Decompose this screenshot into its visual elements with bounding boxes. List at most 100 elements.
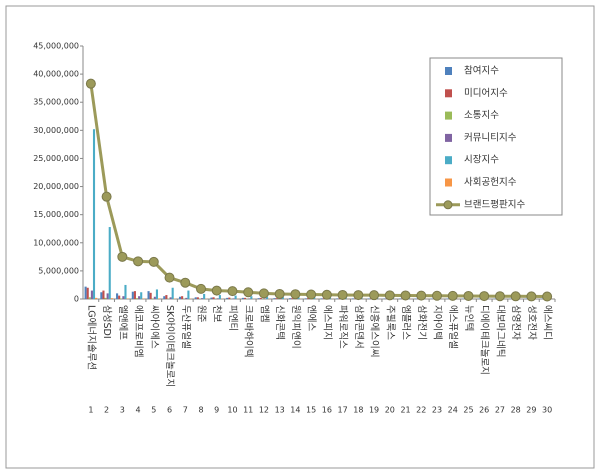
x-tick-label: 삼성SDI [101, 305, 112, 339]
line-marker [227, 286, 238, 297]
legend-swatch [445, 67, 452, 75]
x-tick-label: 대보마그네틱 [494, 305, 506, 357]
x-tick-label: 엠켐 [258, 305, 270, 322]
x-tick-label: 엠플러스 [400, 305, 412, 340]
x-tick-label: 에스씨디 [542, 305, 553, 340]
bar [210, 297, 213, 299]
rank-label: 4 [136, 406, 141, 415]
rank-label: 30 [542, 406, 552, 415]
rank-label: 16 [322, 406, 332, 415]
line-marker [85, 78, 96, 89]
rank-label: 3 [120, 406, 125, 415]
rank-label: 13 [275, 406, 285, 415]
legend-label: 미디어지수 [464, 88, 508, 99]
bar [155, 289, 158, 299]
bar [275, 298, 278, 299]
rank-label: 15 [306, 406, 316, 415]
bar [135, 298, 139, 299]
bar [446, 298, 449, 299]
bar [88, 297, 91, 299]
bar [163, 296, 166, 299]
rank-label: 24 [448, 406, 458, 415]
bar [352, 298, 355, 299]
y-tick-label: 5,000,000 [38, 266, 79, 275]
bar [120, 298, 123, 299]
bar [100, 292, 103, 299]
line-marker [243, 287, 254, 298]
rank-label: 21 [400, 406, 410, 415]
bar [171, 287, 174, 299]
legend-label: 시장지수 [464, 155, 499, 166]
x-tick-label: 디에이테크놀로지 [479, 305, 490, 375]
legend-swatch [445, 89, 452, 98]
bar [304, 298, 307, 299]
legend-label: 사회공헌지수 [464, 177, 517, 188]
bar [399, 298, 402, 299]
line-marker [369, 290, 380, 301]
bar [212, 297, 215, 299]
rank-label: 5 [151, 406, 156, 415]
bar [234, 295, 237, 299]
bar [95, 297, 98, 299]
line-marker [384, 290, 395, 301]
x-tick-label: 신흥에스이씨 [369, 305, 381, 357]
bar [281, 297, 284, 299]
y-tick-label: 30,000,000 [33, 126, 79, 135]
bar [226, 297, 229, 299]
bar [138, 296, 141, 299]
y-tick-label: 15,000,000 [33, 210, 79, 219]
line-marker [101, 191, 112, 202]
rank-label: 26 [479, 406, 489, 415]
line-marker [416, 290, 427, 301]
bar [336, 298, 339, 299]
line-marker [321, 289, 332, 300]
rank-label: 18 [353, 406, 363, 415]
bar [250, 296, 253, 299]
bar [92, 129, 96, 299]
line-marker [211, 285, 222, 296]
bar [185, 297, 188, 299]
bar [126, 298, 129, 299]
rank-label: 9 [214, 406, 219, 415]
line-marker [196, 283, 206, 294]
y-tick-label: 45,000,000 [33, 42, 79, 51]
bar [84, 286, 87, 299]
bar [232, 298, 235, 299]
x-tick-label: 두산퓨얼셀 [180, 305, 191, 349]
x-tick-label: 에스퓨얼셀 [447, 305, 458, 349]
bar [196, 297, 199, 299]
x-tick-label: LG에너지솔루션 [85, 305, 96, 370]
rank-label: 28 [511, 406, 521, 415]
bar [153, 296, 156, 299]
bar [320, 298, 323, 299]
bar [248, 298, 251, 299]
bar [367, 298, 370, 299]
line-marker [400, 290, 411, 301]
bar [297, 297, 300, 299]
line-marker [542, 291, 553, 302]
bar [102, 290, 105, 299]
line-marker [337, 289, 348, 300]
bar [194, 297, 197, 299]
rank-label: 6 [167, 406, 172, 415]
bar [273, 298, 276, 299]
legend-label: 브랜드평판지수 [464, 199, 525, 210]
bar [110, 298, 113, 299]
line-marker [463, 290, 474, 301]
bar [201, 298, 204, 299]
bar [228, 297, 231, 299]
bar [218, 295, 221, 299]
bar [122, 296, 125, 299]
bar [149, 292, 152, 299]
line-marker [290, 289, 301, 300]
bar [263, 298, 267, 299]
bar [216, 298, 219, 299]
bar [116, 293, 119, 299]
bar [104, 297, 107, 299]
x-tick-label: 삼화전기 [416, 305, 427, 340]
legend-swatch [443, 200, 453, 210]
rank-label: 12 [259, 406, 269, 415]
x-tick-label: 지아이텍 [432, 305, 443, 340]
line-marker [479, 291, 490, 302]
